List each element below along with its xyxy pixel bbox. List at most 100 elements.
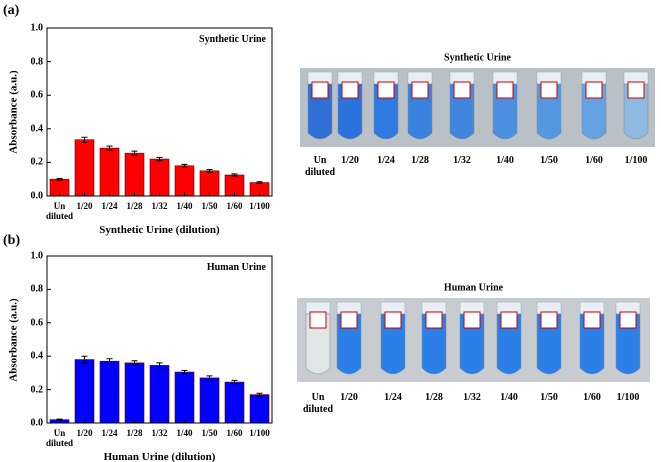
bar (249, 394, 270, 424)
tube-tag (311, 81, 329, 99)
x-tick-label: 1/100 (249, 201, 270, 211)
tube-label: 1/60 (583, 392, 601, 403)
error-bar (206, 168, 213, 173)
error-bar (231, 173, 238, 177)
tube (305, 313, 331, 375)
bar (74, 139, 95, 197)
x-tick-label: 1/32 (151, 428, 168, 438)
tube-label: 1/24 (384, 392, 402, 403)
tube-label: Un diluted (304, 155, 336, 178)
x-tick-label: 1/24 (101, 428, 118, 438)
x-axis-label: Human Urine (dilution) (103, 451, 216, 462)
y-tick-label: 0.8 (30, 283, 44, 295)
tube-label: 1/100 (616, 392, 640, 403)
tube (336, 313, 362, 375)
tube (536, 313, 562, 375)
bar (174, 371, 195, 424)
y-axis-label: Absorbance (a.u.) (7, 297, 20, 382)
x-tick-label: 1/50 (201, 201, 218, 211)
tube-tag (627, 81, 645, 99)
x-tick-label: 1/28 (126, 428, 143, 438)
tube-tag (453, 81, 471, 99)
x-tick-label: Un diluted (45, 428, 74, 449)
bar (224, 381, 245, 424)
x-tick-label: 1/100 (249, 428, 270, 438)
tube-tag (309, 311, 327, 329)
tube-tag (411, 81, 429, 99)
x-axis-label: Synthetic Urine (dilution) (99, 224, 220, 236)
tube (380, 313, 406, 375)
x-tick-label: 1/50 (201, 428, 218, 438)
x-tick-label: 1/40 (176, 428, 193, 438)
tube-tag (585, 81, 603, 99)
tube-tag (619, 311, 637, 329)
error-bar (131, 150, 138, 156)
y-axis-label: Absorbance (a.u.) (7, 70, 20, 154)
bar (99, 360, 120, 424)
error-bar (156, 362, 163, 369)
y-tick-label: 1.0 (30, 22, 44, 34)
panel-label: (b) (3, 233, 21, 248)
photo-title: Human Urine (443, 282, 504, 294)
tube-label: 1/32 (453, 155, 471, 166)
y-tick-label: 1.0 (30, 250, 44, 262)
y-tick-label: 0.8 (30, 55, 44, 67)
tube (459, 313, 485, 375)
y-tick-label: 0.6 (30, 317, 44, 329)
tube-label: 1/50 (540, 392, 558, 403)
x-tick-label: 1/40 (176, 201, 193, 211)
bar (99, 147, 120, 197)
y-tick-label: 0.4 (30, 123, 44, 135)
y-tick-label: 0.0 (30, 417, 44, 429)
y-tick-label: 0.0 (30, 190, 44, 202)
tube-tag (377, 81, 395, 99)
bar (124, 152, 145, 197)
tube-label: 1/100 (624, 155, 648, 166)
tube-label: 1/40 (496, 155, 514, 166)
chart-title: Synthetic Urine (199, 34, 266, 45)
chart-title: Human Urine (206, 262, 266, 273)
tube (615, 313, 641, 375)
y-tick-label: 0.2 (30, 383, 44, 395)
error-bar (181, 369, 188, 375)
tube-tag (496, 81, 514, 99)
tube-label: 1/24 (377, 155, 395, 166)
x-tick-label: 1/28 (126, 201, 143, 211)
plot-frame (46, 255, 273, 424)
tube-tag (425, 311, 443, 329)
tube-label: 1/20 (340, 392, 358, 403)
error-bar (231, 379, 238, 385)
error-bar (106, 145, 113, 151)
x-tick-label: 1/24 (101, 201, 118, 211)
y-tick-label: 0.2 (30, 156, 44, 168)
bar (74, 359, 95, 424)
tube (496, 313, 522, 375)
tube-label: 1/32 (463, 392, 481, 403)
tube-label: Un diluted (302, 392, 334, 415)
error-bar (81, 355, 88, 364)
tube-label: 1/28 (411, 155, 429, 166)
tube (421, 313, 447, 375)
x-tick-label: 1/20 (76, 201, 93, 211)
error-bar (106, 358, 113, 365)
bar (199, 377, 220, 424)
tube (579, 313, 605, 375)
tube-tag (540, 81, 558, 99)
x-tick-label: 1/32 (151, 201, 168, 211)
x-tick-label: 1/60 (226, 201, 243, 211)
error-bar (181, 163, 188, 168)
tube-tag (340, 311, 358, 329)
tube-tag (463, 311, 481, 329)
error-bar (206, 375, 213, 381)
tube-tag (500, 311, 518, 329)
panel-label: (a) (3, 3, 20, 18)
bar (149, 365, 170, 424)
tube-label: 1/60 (585, 155, 603, 166)
tube-label: 1/50 (540, 155, 558, 166)
error-bar (256, 392, 263, 397)
tube-tag (384, 311, 402, 329)
tube-tag (540, 311, 558, 329)
plot-frame (46, 27, 273, 197)
